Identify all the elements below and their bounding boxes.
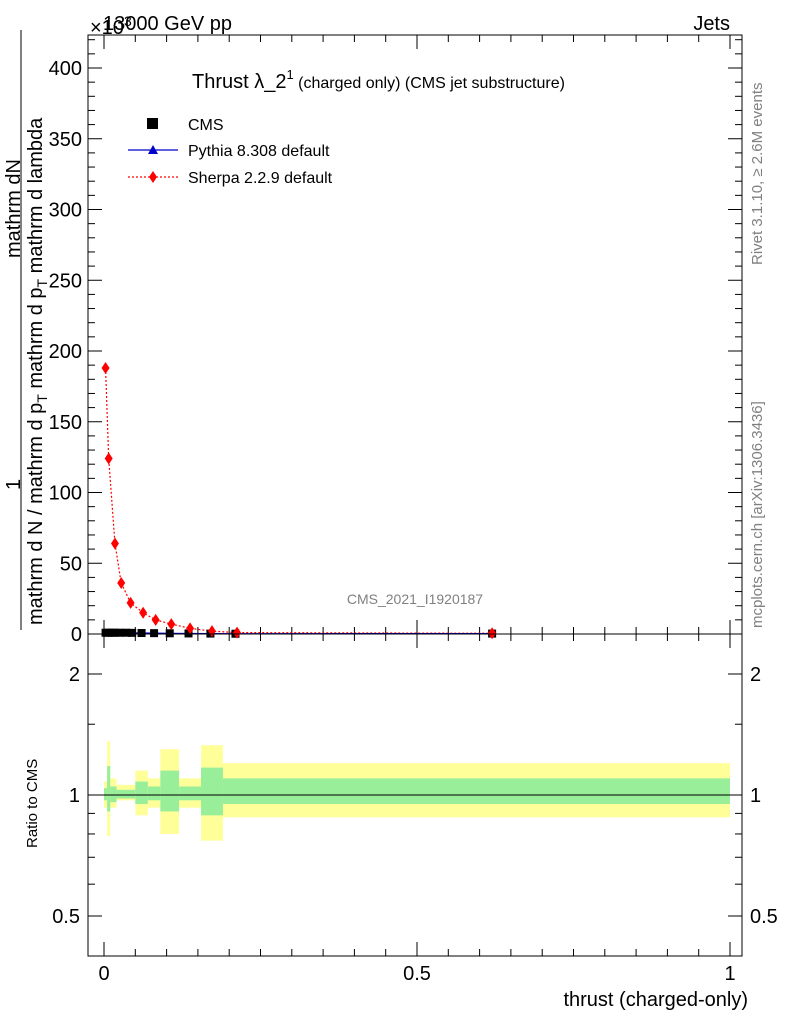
main-y-tick-label: 200 (49, 341, 82, 363)
legend-label-pythia: Pythia 8.308 default (188, 143, 330, 160)
main-y-axis: 0 50 100 150 200 250 300 350 400 (49, 39, 742, 646)
ratio-y-tick-label-right: 0.5 (750, 906, 778, 928)
legend-marker-cms (147, 118, 158, 129)
y-label-top: mathrm dN (3, 159, 25, 258)
cms-marker (150, 629, 159, 638)
cms-marker (121, 628, 130, 637)
main-y-tick-label: 150 (49, 412, 82, 434)
ratio-band-inner (110, 786, 117, 803)
ratio-band-inner (160, 770, 180, 812)
sherpa-marker (110, 537, 119, 550)
analysis-watermark: CMS_2021_I1920187 (347, 591, 483, 607)
sherpa-marker (488, 627, 497, 640)
ratio-x-tick-label: 0.5 (403, 963, 431, 985)
ratio-band-inner (135, 781, 148, 804)
main-y-tick-label: 350 (49, 129, 82, 151)
ratio-band-inner (147, 786, 161, 801)
ratio-x-axis: 0 0.5 1 (98, 634, 736, 985)
ratio-y-label: Ratio to CMS (24, 759, 41, 848)
cms-marker (128, 628, 137, 637)
sherpa-marker (139, 606, 148, 619)
ratio-band-inner (201, 767, 223, 816)
main-x-axis-ticks (103, 35, 731, 634)
x-axis-label: thrust (charged-only) (563, 989, 748, 1011)
main-y-tick-label: 50 (60, 553, 82, 575)
cms-marker (165, 629, 174, 638)
ratio-y-tick-label: 1 (69, 785, 80, 807)
rivet-version-text: Rivet 3.1.10, ≥ 2.6M events (749, 83, 766, 266)
ratio-y-tick-label: 0.5 (52, 906, 80, 928)
y-label-numerator: 1 (3, 479, 25, 490)
exponent-label: ×103 (90, 13, 132, 39)
legend-label-sherpa: Sherpa 2.2.9 default (188, 170, 333, 187)
main-y-tick-label: 300 (49, 200, 82, 222)
main-title: Thrust λ_21 (charged only) (CMS jet subs… (192, 67, 565, 93)
legend-marker-sherpa (149, 171, 157, 183)
ratio-band-inner (107, 766, 111, 812)
ratio-band-inner (179, 786, 202, 801)
cms-marker (137, 629, 146, 638)
ratio-y-tick-label: 2 (69, 664, 80, 686)
legend-label-cms: CMS (188, 117, 224, 134)
sherpa-marker (186, 622, 195, 635)
main-y-tick-label: 0 (71, 624, 82, 646)
main-panel-frame (87, 34, 743, 635)
ratio-band-inner (222, 778, 730, 804)
main-y-label: 1 mathrm d N / mathrm d pT mathrm d pT m… (3, 30, 50, 630)
legend: CMS Pythia 8.308 default Sherpa 2.2.9 de… (128, 117, 333, 187)
sherpa-marker (101, 361, 110, 374)
sherpa-marker (233, 626, 242, 639)
sherpa-marker (151, 613, 160, 626)
ratio-y-tick-label-right: 2 (750, 664, 761, 686)
cms-marker (184, 629, 193, 638)
cms-marker (110, 628, 119, 637)
main-y-tick-label: 100 (49, 483, 82, 505)
sherpa-marker (117, 577, 126, 590)
sherpa-line (104, 367, 493, 634)
sherpa-marker (167, 618, 176, 631)
sherpa-marker (104, 452, 113, 465)
main-y-tick-label: 250 (49, 270, 82, 292)
mcplots-reference-text: mcplots.cern.ch [arXiv:1306.3436] (749, 401, 766, 628)
ratio-band-inner (116, 789, 136, 799)
ratio-bands (104, 741, 730, 841)
header-right: Jets (693, 13, 730, 35)
header-left: 13000 GeV pp (103, 13, 232, 35)
y-label-denominator: mathrm d N / mathrm d pT mathrm d pT mat… (25, 117, 50, 625)
ratio-x-tick-label: 1 (724, 963, 735, 985)
ratio-band-inner (104, 788, 108, 801)
cms-marker (115, 628, 124, 637)
ratio-x-tick-label: 0 (98, 963, 109, 985)
main-y-tick-label: 400 (49, 58, 82, 80)
sherpa-marker (126, 596, 135, 609)
ratio-y-tick-label-right: 1 (750, 785, 761, 807)
ratio-y-axis: 0.5 0.5 1 1 2 2 (52, 664, 778, 928)
legend-marker-pythia (148, 145, 158, 154)
